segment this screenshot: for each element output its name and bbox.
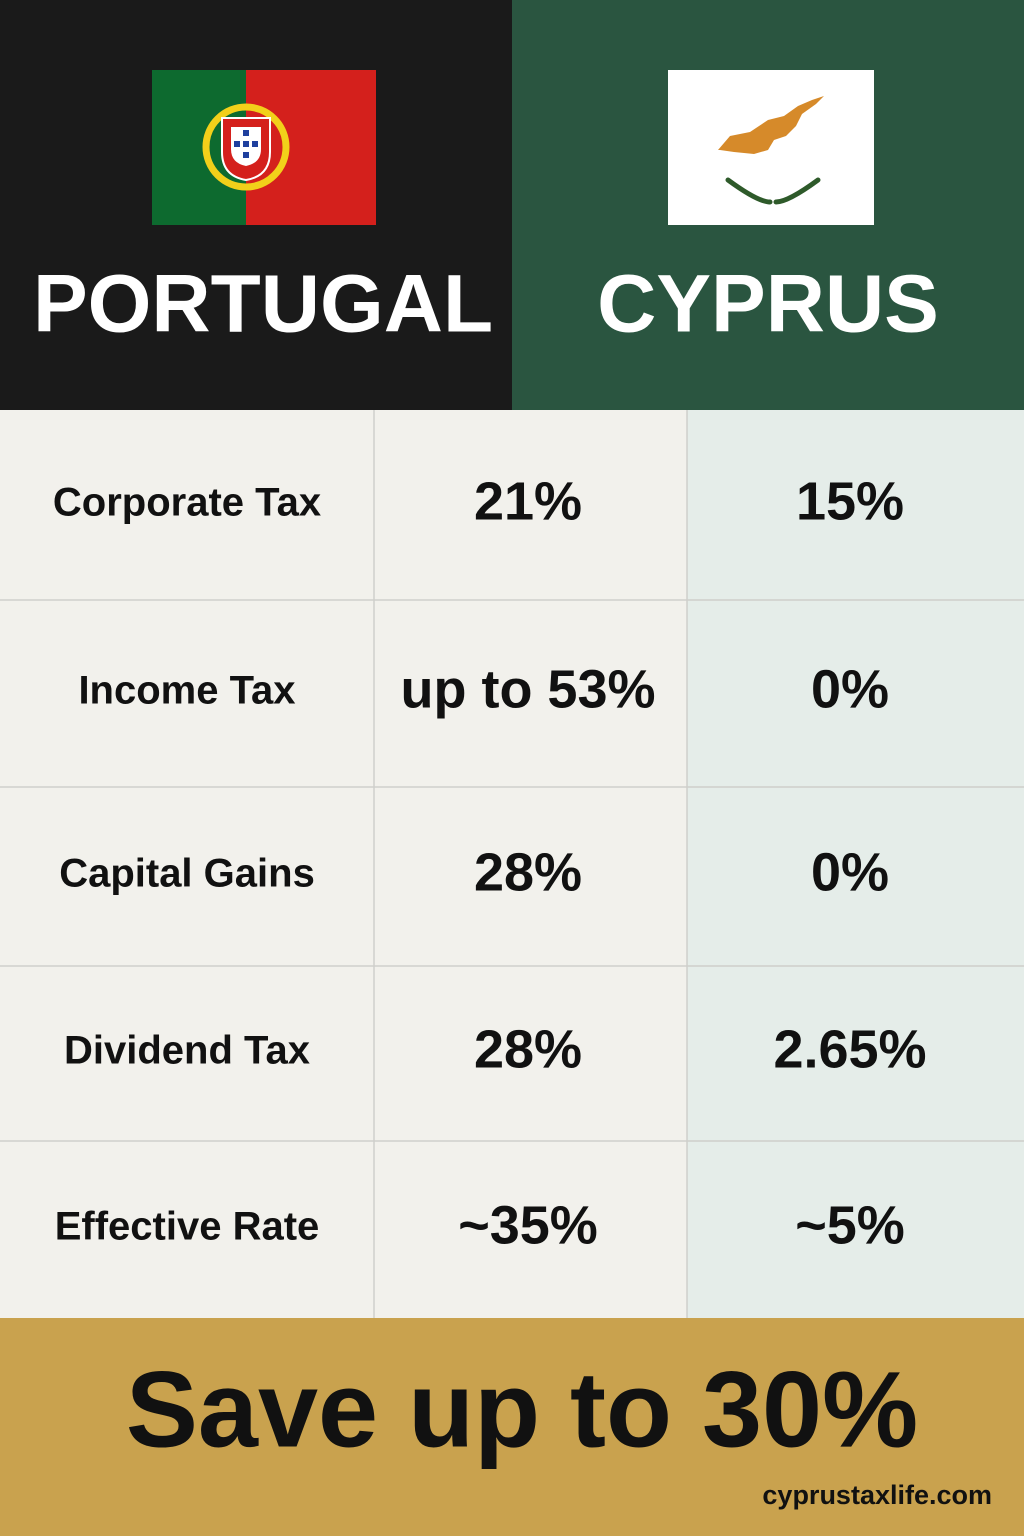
grid (0, 410, 1024, 1318)
row-label: Dividend Tax (64, 1029, 310, 1073)
cell-value: up to 53% (400, 659, 655, 719)
cell-value: 0% (811, 842, 889, 902)
table-bg (0, 410, 687, 1318)
row-label: Income Tax (78, 669, 295, 713)
cyprus-flag (668, 70, 874, 225)
footer-headline: Save up to 30% (126, 1349, 918, 1470)
footer (0, 1318, 1024, 1536)
cell-value: 28% (474, 1019, 582, 1079)
cell-value: 28% (474, 842, 582, 902)
row-label: Corporate Tax (53, 481, 321, 525)
cell-value: ~5% (795, 1195, 905, 1255)
cell-value: 2.65% (773, 1019, 926, 1079)
row-label: Capital Gains (59, 852, 315, 896)
cell-value: 0% (811, 659, 889, 719)
cyprus-column-bg (687, 410, 1024, 1318)
website: cyprustaxlife.com (762, 1480, 992, 1510)
cell-value: 21% (474, 471, 582, 531)
portugal-flag (152, 70, 376, 225)
column-title: PORTUGAL (33, 259, 493, 350)
cell-value: ~35% (458, 1195, 598, 1255)
row-label: Effective Rate (55, 1205, 320, 1249)
column-title: CYPRUS (597, 259, 939, 350)
cell-value: 15% (796, 471, 904, 531)
